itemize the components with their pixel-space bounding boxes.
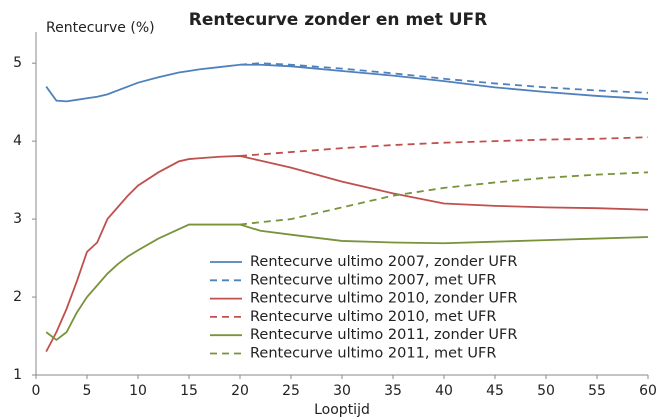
legend-label: Rentecurve ultimo 2011, zonder UFR xyxy=(250,327,517,343)
legend-label: Rentecurve ultimo 2007, zonder UFR xyxy=(250,254,517,270)
x-axis-label: Looptijd xyxy=(314,402,370,418)
series-line xyxy=(45,223,649,342)
x-tick-label: 50 xyxy=(537,383,555,399)
y-tick-label: 4 xyxy=(13,133,22,149)
x-tick-label: 60 xyxy=(639,383,657,399)
x-tick-label: 45 xyxy=(486,383,504,399)
y-tick-label: 3 xyxy=(13,211,22,227)
legend-box xyxy=(205,250,550,365)
y-tick-label: 1 xyxy=(13,367,22,383)
y-tick-label: 2 xyxy=(13,289,22,305)
x-tick-label: 30 xyxy=(333,383,351,399)
legend-label: Rentecurve ultimo 2007, met UFR xyxy=(250,272,496,288)
x-tick-label: 55 xyxy=(588,383,606,399)
x-tick-label: 35 xyxy=(384,383,402,399)
series-line xyxy=(45,155,649,353)
x-tick-label: 15 xyxy=(180,383,198,399)
x-tick-label: 40 xyxy=(435,383,453,399)
x-tick-label: 5 xyxy=(83,383,92,399)
x-tick-label: 10 xyxy=(129,383,147,399)
legend-label: Rentecurve ultimo 2010, met UFR xyxy=(250,309,496,325)
series-line xyxy=(45,63,649,103)
legend-label: Rentecurve ultimo 2010, zonder UFR xyxy=(250,291,517,307)
x-tick-label: 0 xyxy=(32,383,41,399)
legend-label: Rentecurve ultimo 2011, met UFR xyxy=(250,346,496,362)
x-tick-label: 25 xyxy=(282,383,300,399)
series-line xyxy=(239,136,649,157)
series-line xyxy=(239,171,649,226)
x-tick-label: 20 xyxy=(231,383,249,399)
y-tick-label: 5 xyxy=(13,55,22,71)
chart-title: Rentecurve zonder en met UFR xyxy=(189,10,488,30)
y-axis-label: Rentecurve (%) xyxy=(46,20,155,36)
